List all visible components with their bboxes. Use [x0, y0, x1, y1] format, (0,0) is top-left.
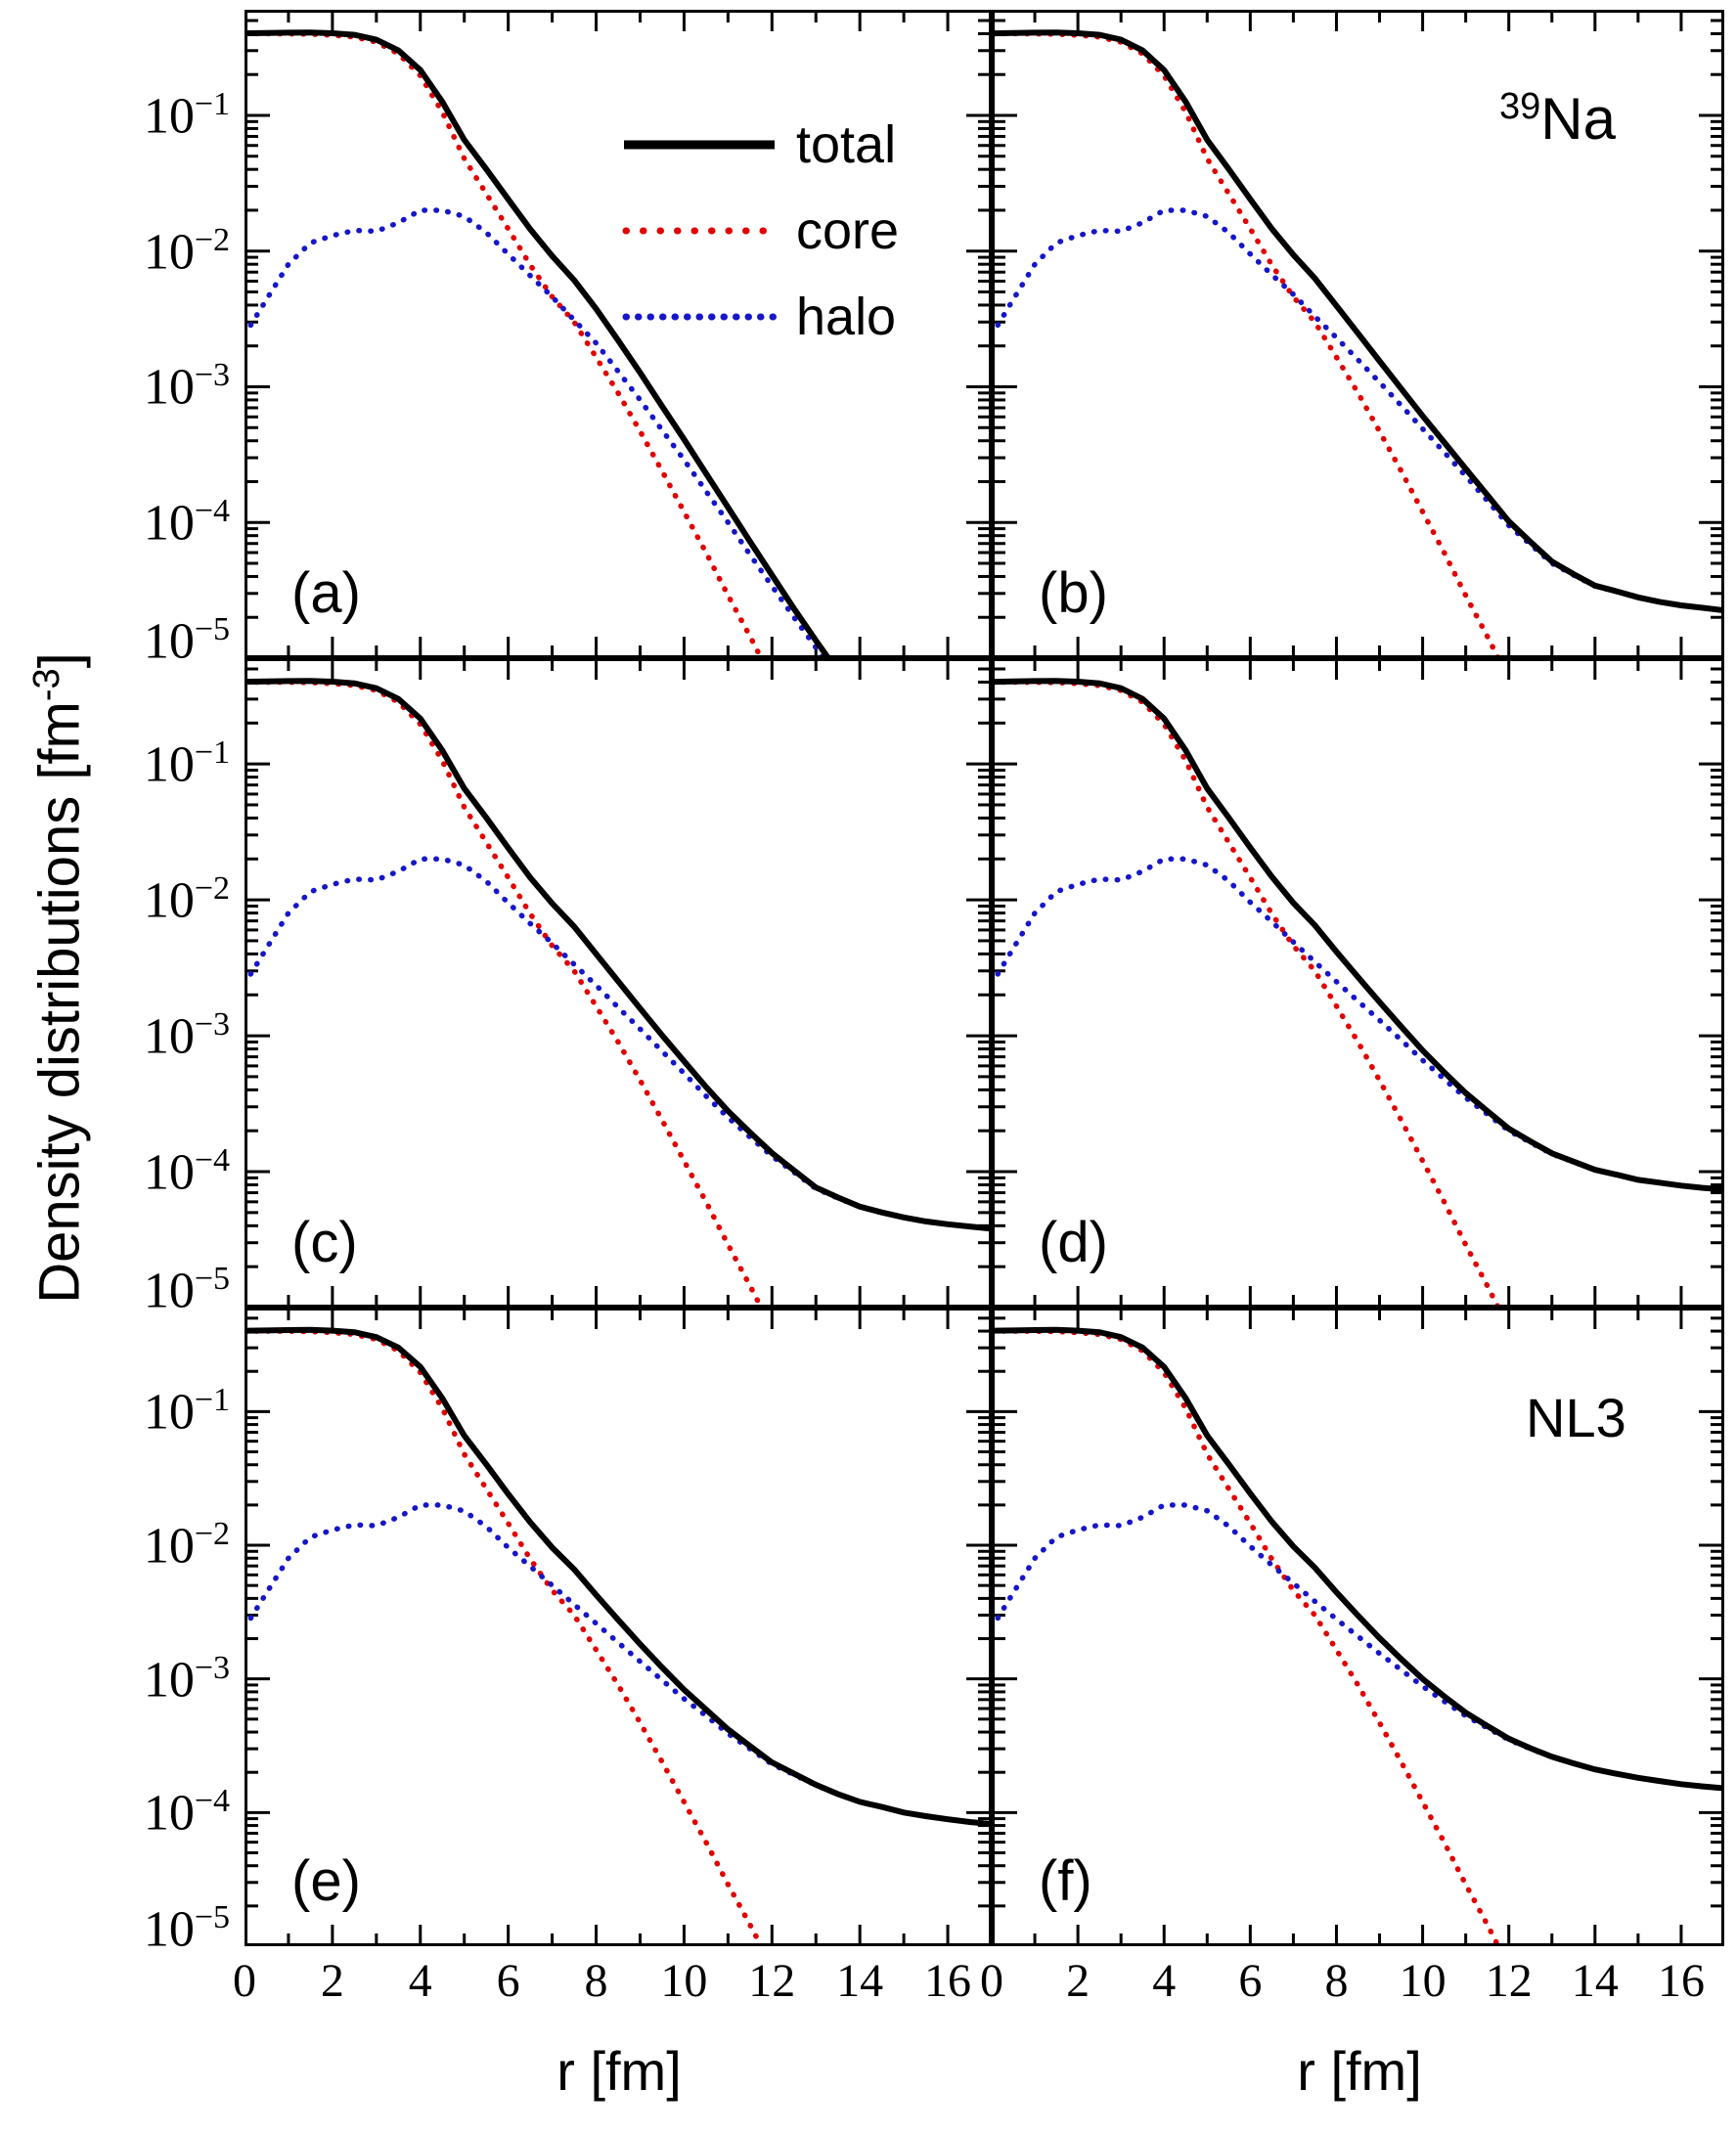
x-tick-label: 0: [980, 1955, 1003, 2007]
x-axis-title-right: r [fm]: [1297, 2040, 1422, 2102]
total-curve: [992, 29, 1724, 614]
y-axis-title-close: ]: [27, 652, 92, 669]
y-axis-title-text: Density distributions [fm: [27, 701, 92, 1304]
halo-line-sample: [622, 313, 777, 321]
x-tick-label: 12: [748, 1955, 796, 2007]
legend-item-halo: halo: [622, 274, 899, 360]
isotope-mass-number: 39: [1499, 86, 1541, 127]
y-tick-label: 10−2: [143, 1516, 230, 1575]
y-tick-label: 10−1: [143, 734, 230, 793]
halo-curve: [992, 207, 1724, 613]
legend-label-halo: halo: [796, 288, 897, 346]
core-curve: [245, 30, 765, 658]
y-tick-label: 10−3: [143, 1649, 230, 1708]
x-tick-label: 8: [1324, 1955, 1349, 2007]
total-line-sample: [624, 140, 775, 150]
total-curve: [245, 678, 992, 1232]
y-tick-label: 10−3: [143, 357, 230, 416]
y-tick-label: 10−4: [143, 1783, 230, 1842]
y-tick-label: 10−1: [143, 85, 230, 145]
x-tick-label: 16: [1657, 1955, 1705, 2007]
y-tick-label: 10−4: [143, 1142, 230, 1201]
total-curve: [245, 1326, 992, 1828]
y-tick-label: 10−5: [143, 611, 230, 670]
panel-letter-b: (b): [1039, 561, 1108, 625]
x-tick-label: 16: [924, 1955, 972, 2007]
x-tick-label: 6: [1238, 1955, 1263, 2007]
x-tick-label: 0: [233, 1955, 256, 2007]
y-tick-label: 10−2: [143, 221, 230, 281]
x-tick-label: 14: [1571, 1955, 1619, 2007]
legend-label-core: core: [796, 201, 900, 260]
core-line-sample: [622, 227, 777, 235]
panel-b: [992, 10, 1724, 658]
halo-curve: [245, 1502, 992, 1827]
isotope-label: 39Na: [1499, 88, 1616, 149]
core-curve: [992, 1328, 1502, 1946]
legend-item-total: total: [622, 102, 899, 188]
x-tick-label: 14: [836, 1955, 884, 2007]
panel-letter-f: (f): [1039, 1849, 1092, 1913]
y-tick-label: 10−4: [143, 493, 230, 552]
x-tick-label: 10: [1399, 1955, 1447, 2007]
halo-curve: [992, 856, 1724, 1192]
y-tick-label: 10−5: [143, 1261, 230, 1319]
x-tick-label: 4: [408, 1955, 432, 2007]
panel-e: [245, 1308, 992, 1946]
panel-c: [245, 658, 992, 1308]
x-tick-label: 8: [584, 1955, 608, 2007]
legend: total core halo: [622, 102, 899, 360]
panel-letter-a: (a): [291, 561, 361, 625]
y-tick-label: 10−2: [143, 870, 230, 929]
legend-item-core: core: [622, 188, 899, 274]
total-curve: [245, 29, 832, 658]
y-axis-title-superscript: -3: [26, 668, 67, 702]
x-tick-label: 2: [320, 1955, 344, 2007]
x-axis-title-left: r [fm]: [556, 2040, 682, 2102]
total-curve: [992, 678, 1724, 1193]
y-tick-label: 10−3: [143, 1006, 230, 1065]
panel-letter-c: (c): [291, 1211, 358, 1274]
legend-label-total: total: [796, 115, 897, 174]
panel-a: [245, 10, 992, 658]
panel-d: [992, 658, 1724, 1308]
total-curve: [992, 1326, 1724, 1792]
halo-curve: [992, 1502, 1724, 1792]
x-tick-label: 2: [1066, 1955, 1091, 2007]
x-tick-label: 4: [1152, 1955, 1177, 2007]
y-tick-label: 10−5: [143, 1899, 230, 1958]
x-tick-label: 6: [496, 1955, 520, 2007]
x-tick-label: 12: [1485, 1955, 1533, 2007]
halo-curve: [245, 207, 827, 658]
y-tick-label: 10−1: [143, 1382, 230, 1441]
panel-letter-e: (e): [291, 1849, 361, 1913]
isotope-symbol: Na: [1540, 86, 1616, 152]
panel-letter-d: (d): [1039, 1211, 1108, 1274]
model-label: NL3: [1526, 1387, 1626, 1448]
core-curve: [245, 679, 765, 1308]
y-axis-title: Density distributions [fm-3]: [13, 391, 91, 1565]
panel-f: [992, 1308, 1724, 1946]
x-tick-label: 10: [660, 1955, 708, 2007]
